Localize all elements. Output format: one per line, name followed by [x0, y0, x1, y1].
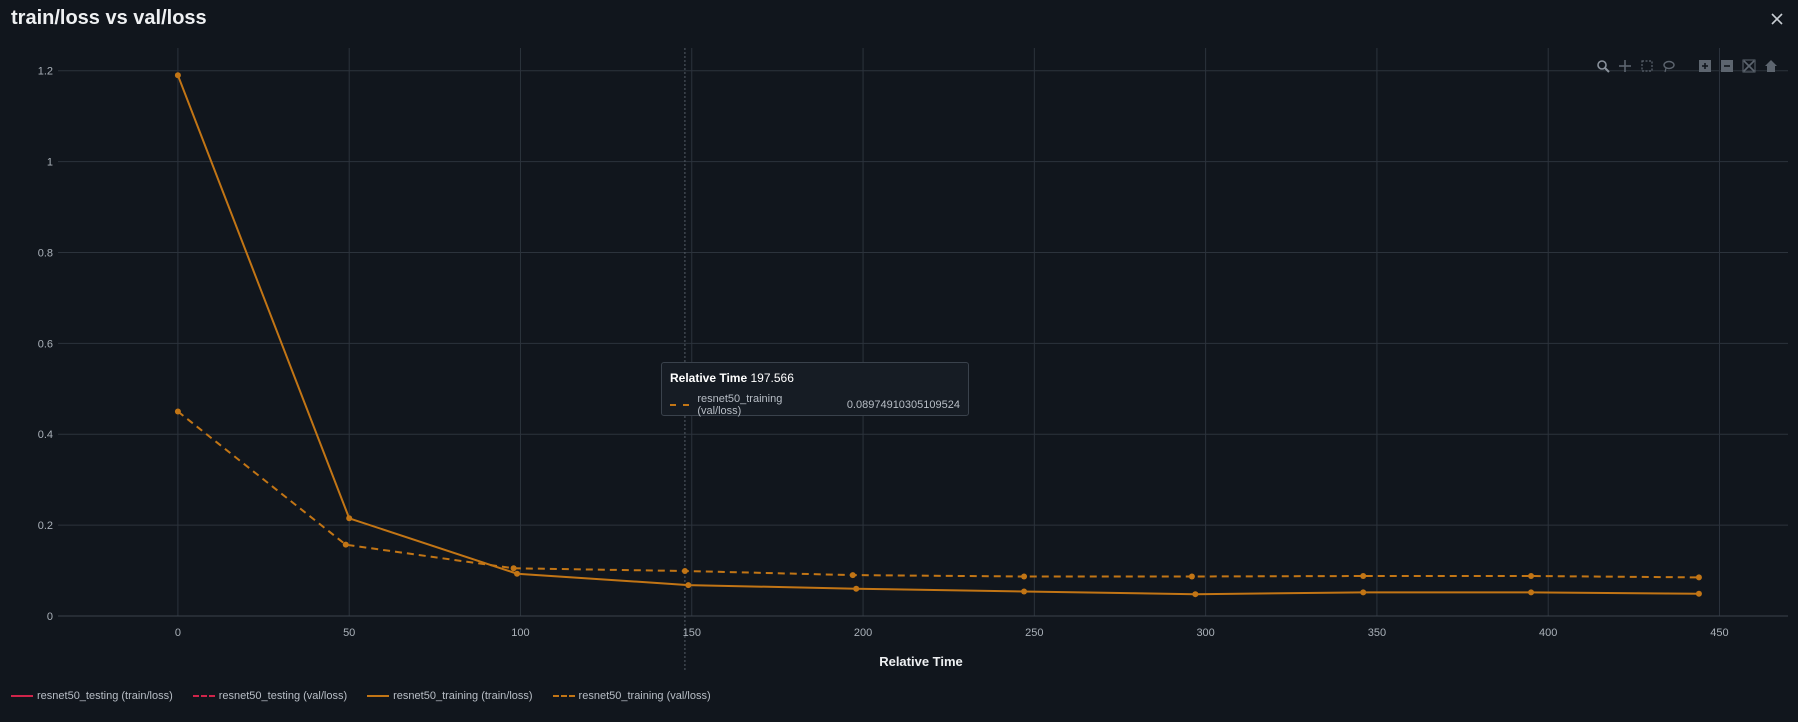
- data-point[interactable]: [681, 568, 688, 575]
- y-tick-label: 0.6: [38, 338, 53, 350]
- x-axis-label: Relative Time: [879, 654, 963, 669]
- x-tick-label: 50: [343, 627, 355, 639]
- box-select-icon[interactable]: [1638, 57, 1656, 75]
- x-tick-label: 200: [854, 627, 872, 639]
- x-tick-label: 300: [1196, 627, 1214, 639]
- tooltip-swatch: [670, 404, 690, 406]
- pan-icon[interactable]: [1616, 57, 1634, 75]
- chart-title: train/loss vs val/loss: [11, 7, 207, 29]
- y-tick-label: 0.4: [38, 429, 53, 441]
- legend-label: resnet50_training (train/loss): [393, 690, 533, 702]
- tooltip-header-value: 197.566: [750, 371, 794, 385]
- close-button[interactable]: [1766, 8, 1788, 30]
- data-point[interactable]: [1528, 589, 1535, 596]
- legend-swatch: [552, 695, 575, 697]
- data-point[interactable]: [1188, 573, 1195, 580]
- reset-axes-icon[interactable]: [1762, 57, 1780, 75]
- legend-item[interactable]: resnet50_training (train/loss): [367, 690, 533, 702]
- legend-label: resnet50_training (val/loss): [578, 690, 711, 702]
- x-tick-label: 400: [1539, 627, 1557, 639]
- data-point[interactable]: [514, 570, 521, 577]
- zoom-in-icon[interactable]: [1696, 57, 1714, 75]
- data-point[interactable]: [1021, 573, 1028, 580]
- modebar: [1594, 56, 1780, 76]
- x-tick-label: 250: [1025, 627, 1043, 639]
- data-point[interactable]: [174, 408, 181, 415]
- zoom-icon[interactable]: [1594, 57, 1612, 75]
- axis-ticks: 0 50 100 150 200 250 300 350 400 450 0 0.2 0.4 0.6 0.8…: [38, 66, 1729, 639]
- data-point[interactable]: [1360, 573, 1367, 580]
- series-line[interactable]: [176, 74, 1699, 596]
- data-point[interactable]: [1528, 573, 1535, 580]
- tooltip-header-label: Relative Time: [670, 371, 748, 385]
- legend-label: resnet50_testing (train/loss): [37, 690, 173, 702]
- autoscale-icon[interactable]: [1740, 57, 1758, 75]
- grid-lines: [58, 48, 1788, 617]
- series-line[interactable]: [177, 410, 1699, 579]
- data-point[interactable]: [510, 565, 517, 572]
- tooltip-series-name: resnet50_training (val/loss): [697, 393, 783, 417]
- tooltip-row: resnet50_training (val/loss) 0.089749103…: [670, 393, 960, 417]
- data-point[interactable]: [342, 541, 349, 548]
- legend-item[interactable]: resnet50_testing (val/loss): [192, 690, 348, 702]
- close-icon: [1771, 13, 1783, 25]
- data-point[interactable]: [685, 582, 692, 589]
- legend-item[interactable]: resnet50_testing (train/loss): [11, 690, 173, 702]
- hover-tooltip: Relative Time 197.566 resnet50_training …: [661, 362, 969, 417]
- y-tick-label: 0.8: [38, 247, 53, 259]
- data-point[interactable]: [174, 72, 181, 79]
- y-tick-label: 0.2: [38, 520, 53, 532]
- plot-series[interactable]: [174, 72, 1702, 598]
- legend-swatch: [11, 695, 33, 697]
- x-tick-label: 350: [1368, 627, 1386, 639]
- x-tick-label: 450: [1710, 627, 1728, 639]
- y-tick-label: 0: [47, 611, 53, 623]
- y-tick-label: 1.2: [38, 66, 53, 78]
- tooltip-series-value: 0.08974910305109524: [846, 399, 960, 411]
- legend: resnet50_testing (train/loss) resnet50_te…: [11, 690, 711, 702]
- tooltip-header: Relative Time 197.566: [670, 371, 960, 385]
- data-point[interactable]: [853, 585, 860, 592]
- data-point[interactable]: [1192, 591, 1199, 598]
- x-tick-label: 0: [175, 627, 181, 639]
- x-tick-label: 100: [511, 627, 529, 639]
- legend-swatch: [192, 695, 215, 697]
- data-point[interactable]: [1695, 590, 1702, 597]
- zoom-out-icon[interactable]: [1718, 57, 1736, 75]
- data-point[interactable]: [1695, 574, 1702, 581]
- legend-label: resnet50_testing (val/loss): [218, 690, 348, 702]
- lasso-icon[interactable]: [1660, 57, 1678, 75]
- y-tick-label: 1: [47, 157, 53, 169]
- data-point[interactable]: [849, 572, 856, 579]
- x-tick-label: 150: [683, 627, 701, 639]
- data-point[interactable]: [1021, 588, 1028, 595]
- legend-swatch: [367, 695, 390, 697]
- legend-item[interactable]: resnet50_training (val/loss): [552, 690, 711, 702]
- data-point[interactable]: [346, 515, 353, 522]
- data-point[interactable]: [1360, 589, 1367, 596]
